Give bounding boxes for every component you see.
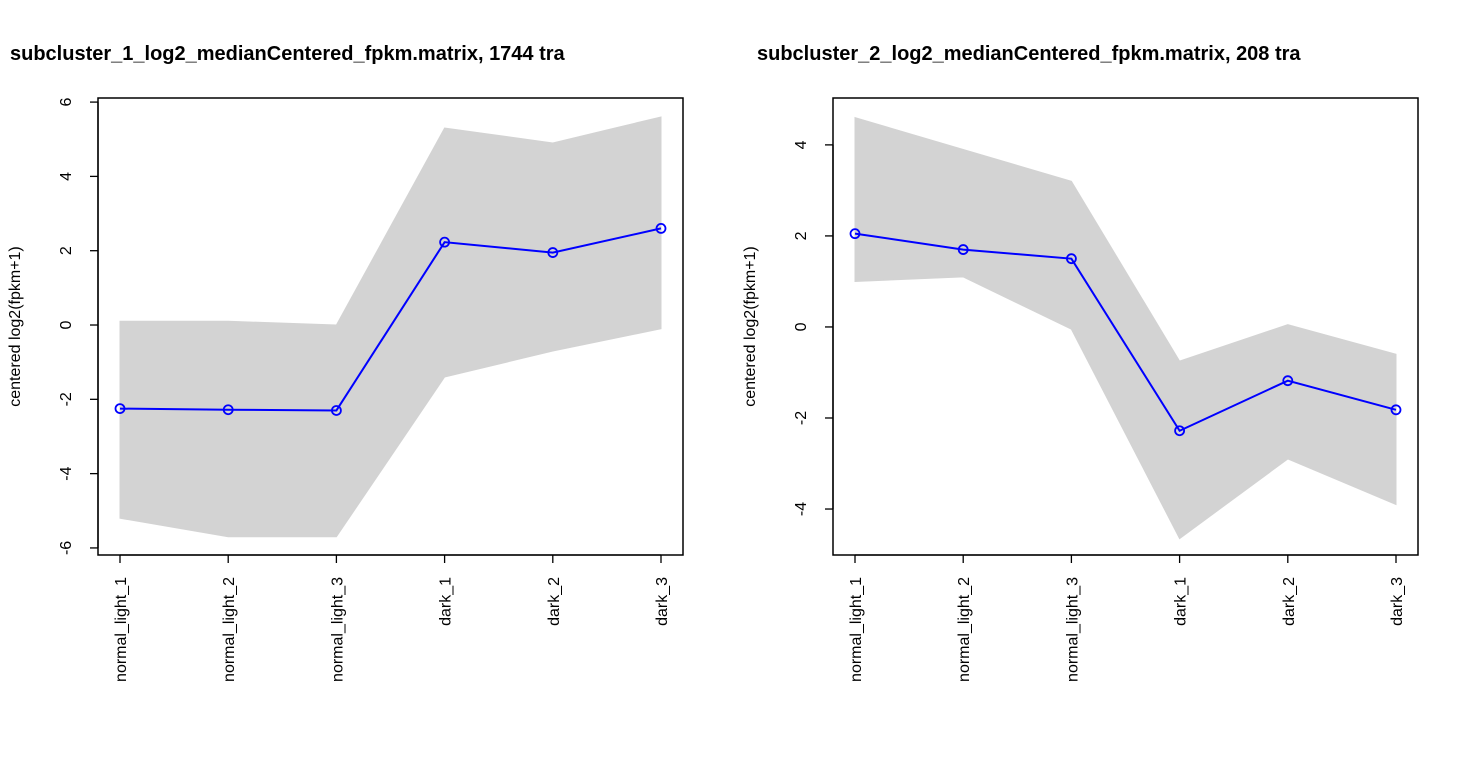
mean-point — [1390, 404, 1402, 416]
y-tick-label: 4 — [58, 172, 75, 181]
mean-point — [547, 247, 559, 258]
y-tick-label: 0 — [58, 320, 75, 329]
y-tick-label: 2 — [793, 231, 810, 240]
y-tick-label: 0 — [793, 322, 810, 331]
y-tick-label: -2 — [58, 392, 75, 406]
mean-point — [330, 405, 342, 416]
mean-line — [854, 232, 1397, 433]
mean-point — [222, 404, 234, 416]
x-tick-label: dark_3 — [654, 577, 671, 626]
y-axis-label: centered log2(fpkm+1) — [742, 246, 759, 407]
range-band — [854, 116, 1397, 540]
x-tick-label: normal_light_1 — [848, 577, 865, 682]
mean-line — [119, 227, 662, 412]
x-tick-label: normal_light_3 — [1064, 577, 1081, 682]
x-tick-label: dark_2 — [546, 577, 563, 626]
panel: subcluster_2_log2_medianCentered_fpkm.ma… — [742, 43, 1419, 682]
chart-title: subcluster_2_log2_medianCentered_fpkm.ma… — [757, 43, 1301, 65]
mean-point — [114, 403, 126, 415]
x-tick-label: normal_light_2 — [956, 577, 973, 682]
y-tick-label: 6 — [58, 98, 75, 107]
mean-point — [957, 244, 969, 255]
chart-title: subcluster_1_log2_medianCentered_fpkm.ma… — [10, 43, 566, 65]
x-tick-label: dark_2 — [1281, 577, 1298, 626]
y-tick-label: -4 — [58, 466, 75, 480]
mean-point — [655, 223, 667, 234]
y-tick-label: -4 — [793, 502, 810, 516]
x-tick-label: normal_light_1 — [113, 577, 130, 682]
y-tick-label: -2 — [793, 411, 810, 425]
y-tick-label: -6 — [58, 541, 75, 555]
y-tick-label: 4 — [793, 140, 810, 149]
mean-point — [439, 236, 451, 248]
mean-point — [1066, 253, 1077, 265]
mean-point — [1282, 375, 1294, 387]
panel: subcluster_1_log2_medianCentered_fpkm.ma… — [7, 43, 684, 682]
x-tick-label: dark_1 — [438, 577, 455, 626]
x-tick-label: dark_1 — [1173, 577, 1190, 626]
x-tick-label: normal_light_2 — [221, 577, 238, 682]
y-tick-label: 2 — [58, 246, 75, 255]
y-axis-label: centered log2(fpkm+1) — [7, 246, 24, 407]
x-tick-label: normal_light_3 — [329, 577, 346, 682]
mean-point — [1174, 425, 1185, 437]
x-tick-label: dark_3 — [1389, 577, 1406, 626]
mean-point — [849, 228, 861, 240]
